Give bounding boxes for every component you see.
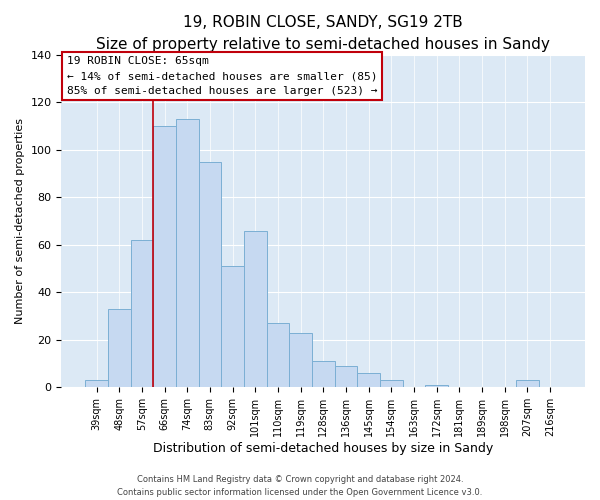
Title: 19, ROBIN CLOSE, SANDY, SG19 2TB
Size of property relative to semi-detached hous: 19, ROBIN CLOSE, SANDY, SG19 2TB Size of… — [96, 15, 550, 52]
X-axis label: Distribution of semi-detached houses by size in Sandy: Distribution of semi-detached houses by … — [153, 442, 493, 455]
Bar — [266, 323, 289, 388]
Text: 19 ROBIN CLOSE: 65sqm
← 14% of semi-detached houses are smaller (85)
85% of semi: 19 ROBIN CLOSE: 65sqm ← 14% of semi-deta… — [67, 56, 377, 96]
Bar — [335, 366, 357, 388]
Bar — [108, 309, 131, 388]
Bar — [221, 266, 244, 388]
Bar — [244, 230, 266, 388]
Text: Contains HM Land Registry data © Crown copyright and database right 2024.
Contai: Contains HM Land Registry data © Crown c… — [118, 476, 482, 497]
Bar — [131, 240, 153, 388]
Bar — [199, 162, 221, 388]
Bar — [176, 119, 199, 388]
Bar — [289, 332, 312, 388]
Bar — [425, 385, 448, 388]
Bar — [153, 126, 176, 388]
Bar — [85, 380, 108, 388]
Bar — [380, 380, 403, 388]
Bar — [516, 380, 539, 388]
Y-axis label: Number of semi-detached properties: Number of semi-detached properties — [15, 118, 25, 324]
Bar — [357, 373, 380, 388]
Bar — [312, 361, 335, 388]
